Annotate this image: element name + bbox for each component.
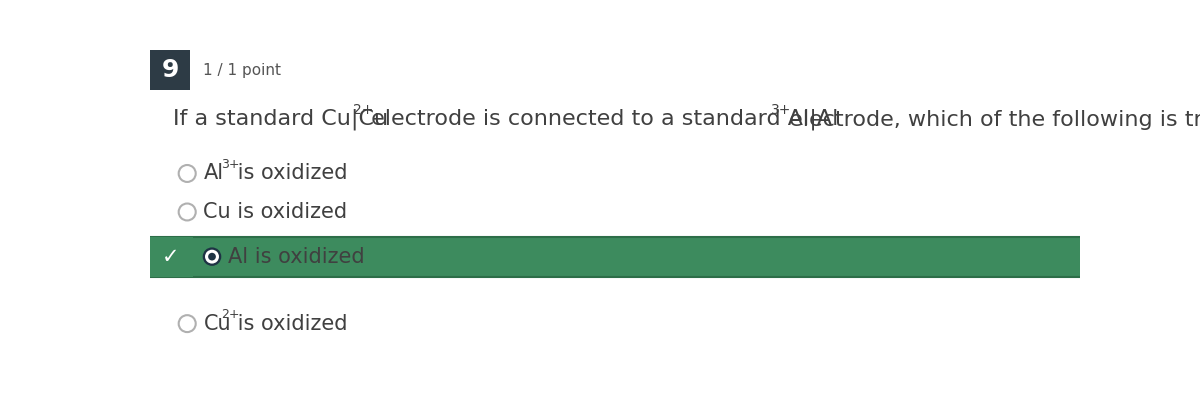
- Text: 3+: 3+: [772, 103, 792, 116]
- Circle shape: [179, 204, 196, 220]
- Text: is oxidized: is oxidized: [230, 314, 347, 334]
- Text: Cu: Cu: [204, 314, 232, 334]
- Text: 3+: 3+: [221, 158, 240, 171]
- Text: electrode, which of the following is true?: electrode, which of the following is tru…: [782, 110, 1200, 129]
- Text: 1 / 1 point: 1 / 1 point: [203, 63, 281, 78]
- Text: electrode is connected to a standard Al|Al: electrode is connected to a standard Al|…: [364, 109, 839, 130]
- Text: is oxidized: is oxidized: [230, 163, 347, 184]
- Text: Al: Al: [204, 163, 223, 184]
- Text: If a standard Cu|Cu: If a standard Cu|Cu: [173, 109, 389, 130]
- FancyBboxPatch shape: [150, 237, 193, 277]
- Text: 2+: 2+: [221, 308, 240, 321]
- Circle shape: [203, 247, 221, 266]
- Text: 2+: 2+: [353, 103, 373, 116]
- Text: 9: 9: [162, 58, 179, 82]
- Circle shape: [208, 253, 216, 261]
- FancyBboxPatch shape: [150, 237, 1080, 277]
- Circle shape: [205, 250, 218, 264]
- FancyBboxPatch shape: [150, 50, 191, 91]
- Text: ✓: ✓: [162, 247, 180, 266]
- Circle shape: [179, 165, 196, 182]
- Text: Cu is oxidized: Cu is oxidized: [204, 202, 348, 222]
- Text: Al is oxidized: Al is oxidized: [228, 247, 364, 266]
- Circle shape: [179, 315, 196, 332]
